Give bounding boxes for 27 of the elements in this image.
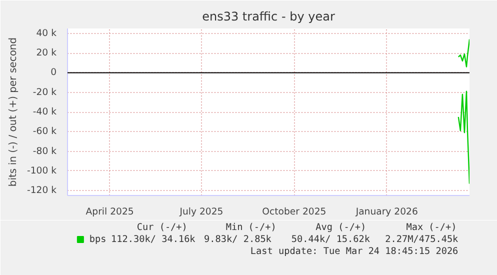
text: Avg (-/+) [316, 222, 366, 233]
y-tick-label: -20 k [32, 86, 58, 98]
line-series [458, 38, 470, 68]
text: 9.83k/ 2.85k [204, 234, 272, 245]
text: 50.44k/ 15.62k [291, 234, 370, 245]
x-tick-label: April 2025 [86, 206, 134, 218]
text: Last update: Tue Mar 24 18:45:15 2026 [250, 246, 459, 257]
text: Max (-/+) [406, 222, 457, 233]
text: Min (-/+) [226, 222, 276, 233]
text: Cur (-/+) [136, 222, 188, 233]
text: 2.27M/475.45k [385, 234, 459, 245]
x-tick-label: July 2025 [178, 206, 224, 218]
chart-title: ens33 traffic - by year [202, 10, 335, 24]
line-series [458, 90, 470, 184]
x-tick-label: October 2025 [262, 206, 326, 218]
legend-label: bps [89, 234, 106, 245]
y-tick-label: 40 k [36, 28, 58, 39]
y-tick-label: -80 k [32, 146, 58, 157]
y-tick-label: 20 k [36, 48, 58, 59]
text: 112.30k/ 34.16k [111, 234, 196, 245]
y-tick-label: -100 k [26, 165, 58, 176]
y-axis-title: bits in (-) / out (+) per second [8, 37, 19, 187]
y-tick-label: -120 k [26, 185, 58, 196]
y-tick-label: 0 [50, 67, 57, 78]
y-tick-label: -40 k [32, 106, 58, 118]
x-tick-label: January 2026 [354, 206, 418, 218]
y-tick-label: -60 k [32, 126, 58, 138]
